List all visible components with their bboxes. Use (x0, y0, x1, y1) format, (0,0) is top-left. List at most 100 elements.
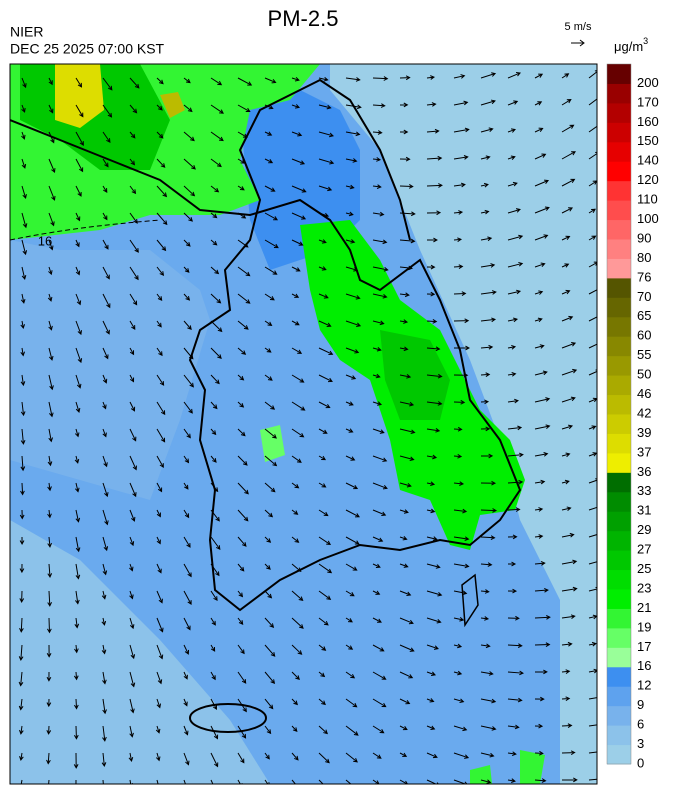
wind-arrow (20, 428, 26, 445)
wind-arrow (264, 698, 274, 710)
wind-arrow (399, 698, 411, 705)
wind-arrow (264, 671, 276, 685)
colorbar-label: 150 (637, 133, 659, 148)
wind-arrow (507, 208, 521, 214)
wind-arrow (480, 779, 492, 784)
colorbar-segment (607, 725, 631, 746)
wind-arrow (426, 481, 436, 487)
wind-arrow (561, 151, 576, 160)
wind-arrow (399, 617, 414, 625)
wind-arrow (237, 77, 253, 86)
wind-arrow (102, 698, 107, 715)
wind-arrow (210, 509, 220, 522)
wind-arrow (237, 428, 246, 437)
wind-arrow (318, 509, 329, 517)
wind-arrow (237, 617, 244, 625)
wind-arrow (156, 671, 163, 685)
colorbar-label: 31 (637, 503, 651, 518)
wind-arrow (480, 589, 490, 594)
wind-arrow (507, 588, 518, 594)
wind-arrow (210, 563, 220, 577)
wind-arrow (561, 235, 571, 241)
wind-arrow (102, 131, 111, 143)
wind-arrow (183, 104, 193, 113)
wind-arrow (18, 671, 24, 687)
wind-arrow (318, 617, 329, 626)
wind-arrow (561, 750, 576, 756)
wind-arrow (74, 644, 79, 654)
colorbar-segment (607, 472, 631, 493)
wind-arrow (210, 671, 216, 681)
wind-arrow (264, 131, 273, 136)
colorbar: 0369121617192123252729313336373942465055… (606, 63, 659, 770)
wind-arrow (156, 212, 168, 226)
wind-arrow (588, 343, 597, 349)
colorbar-segment (607, 102, 631, 123)
wind-arrow (264, 347, 272, 353)
wind-arrow (399, 374, 412, 379)
wind-arrow (183, 77, 191, 84)
wind-arrow (129, 320, 136, 330)
wind-arrow (183, 374, 194, 388)
wind-arrow (48, 779, 50, 784)
wind-arrow (264, 239, 279, 249)
wind-arrow (426, 291, 436, 297)
wind-arrow (20, 293, 26, 304)
wind-arrow (73, 752, 79, 769)
wind-arrow (291, 536, 300, 543)
wind-arrow (129, 212, 138, 224)
wind-arrow (588, 452, 597, 457)
wind-arrow (156, 698, 162, 709)
colorbar-segment (607, 258, 631, 279)
wind-arrow (291, 590, 304, 602)
colorbar-segment (607, 414, 631, 434)
wind-arrow (453, 670, 463, 676)
wind-arrow (561, 396, 576, 403)
wind-arrow (372, 76, 389, 81)
wind-arrow (480, 209, 490, 215)
contour-line (10, 219, 161, 241)
wind-arrow (372, 509, 387, 516)
wind-arrow (128, 779, 133, 784)
wind-arrow (372, 671, 387, 680)
colorbar-segment (607, 161, 631, 182)
wind-arrow (426, 454, 438, 460)
wind-arrow (534, 750, 544, 756)
wind-arrow (74, 455, 80, 464)
wind-arrow (507, 724, 520, 730)
wind-arrow (480, 698, 497, 704)
wind-arrow (318, 266, 327, 271)
wind-scale-label: 5 m/s (565, 21, 592, 33)
wind-arrow (102, 77, 113, 91)
wind-arrow (74, 428, 80, 438)
wind-arrow (102, 428, 107, 438)
wind-arrow (183, 725, 189, 736)
wind-arrow (129, 644, 136, 660)
wind-arrow (237, 185, 245, 191)
wind-arrow (534, 262, 546, 268)
wind-arrow (453, 237, 463, 243)
wind-arrow (264, 563, 271, 570)
wind-arrow (480, 99, 496, 106)
wind-scale-arrowhead (579, 39, 585, 47)
wind-arrow (237, 482, 249, 495)
wind-arrow (156, 563, 162, 574)
wind-arrow (183, 671, 188, 680)
wind-arrow (426, 75, 436, 80)
wind-arrow (426, 237, 438, 243)
wind-arrow (426, 128, 440, 134)
colorbar-label: 3 (637, 736, 644, 751)
wind-arrow (19, 590, 25, 603)
colorbar-segment (607, 491, 631, 512)
wind-arrow (46, 752, 51, 765)
wind-arrow (534, 424, 551, 430)
wind-arrow (399, 725, 408, 731)
wind-arrow (237, 590, 244, 598)
wind-arrow (399, 75, 411, 81)
wind-arrow (480, 236, 493, 242)
wind-arrow (264, 455, 278, 467)
wind-arrow (291, 779, 297, 784)
wind-arrow (210, 698, 217, 710)
wind-arrow (318, 212, 330, 218)
colorbar-segment (607, 355, 631, 376)
